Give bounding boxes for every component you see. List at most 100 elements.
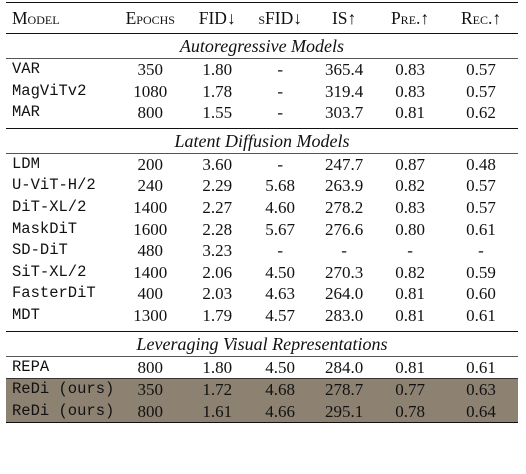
cell-fid: 2.06 <box>202 262 233 282</box>
section-header-row: Leveraging Visual Representations <box>6 331 518 357</box>
header-model: Model <box>6 2 115 34</box>
cell-epochs: 400 <box>137 284 164 304</box>
table-row: FasterDiT 400 2.03 4.63 264.0 0.81 0.60 <box>6 283 518 305</box>
cell-model: MagViTv2 <box>12 81 87 100</box>
cell-model: REPA <box>12 357 50 376</box>
table-row: SiT-XL/2 1400 2.06 4.50 270.3 0.82 0.59 <box>6 262 518 284</box>
section-title: Latent Diffusion Models <box>6 128 518 154</box>
table-row: MaskDiT 1600 2.28 5.67 276.6 0.80 0.61 <box>6 219 518 241</box>
cell-is: 276.6 <box>325 219 364 239</box>
cell-pre: 0.81 <box>395 305 425 325</box>
cell-model: MDT <box>12 305 40 324</box>
cell-epochs: 240 <box>137 176 164 196</box>
cell-rec: 0.48 <box>466 154 496 174</box>
cell-sfid: 4.50 <box>265 357 296 377</box>
table-row: SD-DiT 480 3.23 - - - - <box>6 240 518 262</box>
header-precision: Pre.↑ <box>376 2 445 34</box>
table-row: ReDi (ours) 800 1.61 4.66 295.1 0.78 0.64 <box>6 400 518 424</box>
cell-rec: 0.61 <box>466 219 496 239</box>
cell-rec: 0.59 <box>466 262 496 282</box>
table-row: REPA 800 1.80 4.50 284.0 0.81 0.61 <box>6 356 518 379</box>
cell-model: ReDi (ours) <box>6 378 115 401</box>
cell-fid: 3.23 <box>202 241 233 261</box>
cell-pre: 0.83 <box>395 60 425 79</box>
cell-model: SiT-XL/2 <box>12 262 87 281</box>
cell-sfid: - <box>277 241 284 261</box>
cell-epochs: 800 <box>137 357 164 377</box>
cell-sfid: - <box>277 103 284 123</box>
cell-rec: 0.57 <box>466 81 496 101</box>
section-header-row: Autoregressive Models <box>6 33 518 59</box>
table-row: MAR 800 1.55 - 303.7 0.81 0.62 <box>6 102 518 124</box>
cell-sfid: 4.57 <box>265 305 296 325</box>
section-header-row: Latent Diffusion Models <box>6 128 518 154</box>
cell-rec: 0.61 <box>466 357 496 377</box>
cell-model: MAR <box>12 103 40 122</box>
cell-rec: 0.61 <box>466 305 496 325</box>
cell-is: 284.0 <box>325 357 364 377</box>
cell-epochs: 350 <box>114 378 187 401</box>
table-row: MagViTv2 1080 1.78 - 319.4 0.83 0.57 <box>6 81 518 103</box>
cell-sfid: 4.68 <box>248 378 313 401</box>
cell-fid: 1.78 <box>202 81 233 101</box>
cell-model: DiT-XL/2 <box>12 197 87 216</box>
cell-epochs: 480 <box>137 241 164 261</box>
header-is: IS↑ <box>312 2 377 34</box>
cell-sfid: 4.50 <box>265 262 296 282</box>
cell-pre: 0.81 <box>395 357 425 377</box>
cell-fid: 1.80 <box>202 357 233 377</box>
header-epochs: Epochs <box>114 2 187 34</box>
cell-fid: 2.29 <box>202 176 233 196</box>
cell-is: 295.1 <box>312 400 377 424</box>
cell-pre: 0.82 <box>395 262 425 282</box>
cell-pre: 0.77 <box>376 378 445 401</box>
cell-epochs: 1400 <box>133 262 168 282</box>
cell-epochs: 1600 <box>133 219 168 239</box>
cell-sfid: 5.67 <box>265 219 296 239</box>
cell-is: 365.4 <box>325 60 364 79</box>
cell-model: LDM <box>12 154 40 173</box>
cell-is: 278.2 <box>325 197 364 217</box>
cell-model: MaskDiT <box>12 219 78 238</box>
cell-pre: 0.87 <box>395 154 425 174</box>
cell-fid: 2.03 <box>202 284 233 304</box>
cell-pre: - <box>407 241 413 261</box>
table-row: U-ViT-H/2 240 2.29 5.68 263.9 0.82 0.57 <box>6 175 518 197</box>
cell-sfid: 5.68 <box>265 176 296 196</box>
section-divider <box>6 123 518 129</box>
cell-pre: 0.82 <box>395 176 425 196</box>
table-row: MDT 1300 1.79 4.57 283.0 0.81 0.61 <box>6 305 518 327</box>
cell-rec: - <box>478 241 484 261</box>
results-table: Model Epochs FID↓ sFID↓ IS↑ Pre.↑ Rec.↑ … <box>6 2 518 424</box>
cell-sfid: - <box>277 81 284 101</box>
section-divider <box>6 326 518 332</box>
cell-rec: 0.57 <box>466 60 496 79</box>
cell-is: 319.4 <box>325 81 364 101</box>
cell-sfid: 4.60 <box>265 197 296 217</box>
header-row: Model Epochs FID↓ sFID↓ IS↑ Pre.↑ Rec.↑ <box>6 2 518 34</box>
cell-rec: 0.64 <box>444 400 518 424</box>
section-title: Autoregressive Models <box>6 33 518 59</box>
section-title: Leveraging Visual Representations <box>6 331 518 357</box>
cell-model: U-ViT-H/2 <box>12 176 96 195</box>
cell-is: 247.7 <box>325 154 364 174</box>
cell-model: VAR <box>12 60 40 78</box>
results-table-container: Model Epochs FID↓ sFID↓ IS↑ Pre.↑ Rec.↑ … <box>6 2 518 424</box>
cell-rec: 0.60 <box>466 284 496 304</box>
cell-pre: 0.83 <box>395 81 425 101</box>
cell-fid: 1.61 <box>186 400 249 424</box>
cell-epochs: 1080 <box>133 81 168 101</box>
cell-is: 270.3 <box>325 262 364 282</box>
cell-rec: 0.63 <box>444 378 518 401</box>
cell-sfid: - <box>277 154 284 174</box>
cell-pre: 0.78 <box>376 400 445 424</box>
cell-is: - <box>341 241 347 261</box>
cell-sfid: 4.63 <box>265 284 296 304</box>
cell-fid: 1.80 <box>202 60 233 79</box>
cell-rec: 0.57 <box>466 197 496 217</box>
cell-model: SD-DiT <box>12 241 68 260</box>
cell-fid: 1.55 <box>202 103 233 123</box>
cell-rec: 0.57 <box>466 176 496 196</box>
cell-fid: 2.28 <box>202 219 233 239</box>
cell-pre: 0.81 <box>395 103 425 123</box>
